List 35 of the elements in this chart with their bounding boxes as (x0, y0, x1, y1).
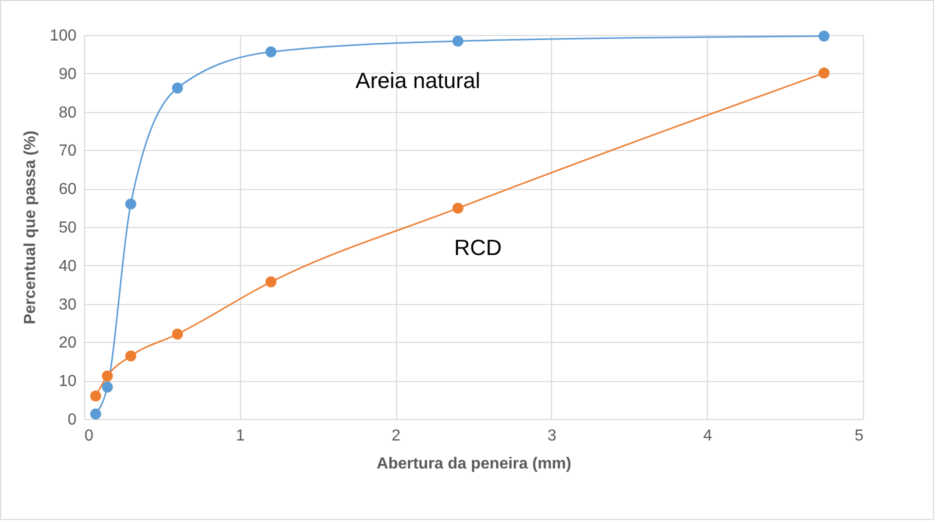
y-tick-label: 50 (58, 220, 77, 236)
point (102, 370, 113, 382)
x-tick-label: 4 (703, 428, 712, 444)
point (125, 350, 136, 362)
point (818, 68, 830, 78)
y-tick-label: 90 (58, 66, 77, 83)
point (172, 82, 183, 94)
point (102, 382, 113, 393)
x-tick-label: 5 (854, 428, 864, 444)
x-tick-label: 1 (236, 428, 245, 444)
y-tick-label: 80 (58, 104, 77, 122)
point (818, 30, 830, 42)
y-tick-label: 20 (58, 334, 77, 352)
point (125, 198, 136, 210)
x-axis-title: Abertura da peneira (mm) (376, 456, 572, 472)
y-tick-label: 30 (58, 296, 77, 314)
point (452, 36, 464, 47)
x-tick-label: 3 (547, 428, 556, 444)
series-label: Areia natural (356, 68, 480, 94)
point (172, 328, 183, 340)
x-tick-label: 0 (84, 428, 94, 444)
y-tick-label: 40 (58, 258, 77, 275)
y-tick-label: 10 (58, 373, 77, 390)
series-label: RCD (454, 235, 502, 260)
y-tick-label: 0 (68, 412, 77, 428)
x-tick-label: 2 (392, 428, 401, 444)
point (265, 276, 276, 288)
y-tick-label: 70 (58, 142, 77, 160)
point (90, 408, 102, 420)
y-axis-title: Percentual que passa (%) (22, 130, 39, 324)
point (452, 202, 464, 214)
y-tick-label: 100 (50, 28, 77, 44)
point (90, 390, 102, 402)
point (265, 46, 276, 58)
y-tick-label: 60 (58, 181, 77, 198)
